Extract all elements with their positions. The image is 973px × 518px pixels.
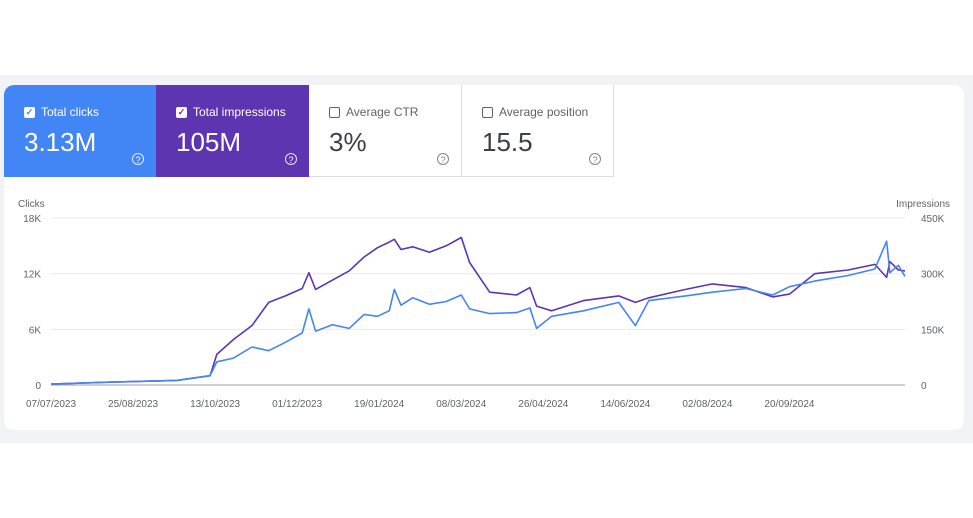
performance-section: ✓ Total clicks 3.13M ? ✓ Total impressions… <box>0 75 973 443</box>
metric-label: Total clicks <box>41 105 100 119</box>
metric-label: Average position <box>499 105 589 119</box>
help-icon[interactable]: ? <box>132 153 144 165</box>
help-icon[interactable]: ? <box>589 153 601 165</box>
y-left-tick-label: 12K <box>23 270 41 281</box>
y-right-tick-label: 150K <box>921 325 945 336</box>
metric-card-average-position[interactable]: Average position 15.5 ? <box>462 85 614 177</box>
metric-value: 105M <box>176 127 242 157</box>
x-tick-label: 08/03/2024 <box>436 399 486 410</box>
x-tick-label: 14/06/2024 <box>600 399 650 410</box>
y-right-axis-title: Impressions <box>896 199 950 210</box>
x-tick-label: 26/04/2024 <box>518 399 568 410</box>
metric-label: Average CTR <box>346 105 419 119</box>
metric-card-total-clicks[interactable]: ✓ Total clicks 3.13M ? <box>4 85 156 177</box>
x-tick-label: 20/09/2024 <box>764 399 814 410</box>
y-left-axis-title: Clicks <box>18 199 45 210</box>
performance-chart[interactable]: 0 0 6K 150K 12K 300K 18K 450K Clicks Impressions 0… <box>4 85 964 430</box>
y-left-tick-label: 6K <box>29 325 42 336</box>
checkbox-checked-icon[interactable]: ✓ <box>24 106 35 118</box>
help-icon[interactable]: ? <box>285 153 297 165</box>
series-line-clicks <box>50 240 906 385</box>
x-tick-label: 13/10/2023 <box>190 399 240 410</box>
x-tick-label: 02/08/2024 <box>682 399 732 410</box>
checkbox-checked-icon[interactable]: ✓ <box>176 106 187 118</box>
performance-panel: ✓ Total clicks 3.13M ? ✓ Total impressions… <box>4 85 964 430</box>
metric-value: 3% <box>329 127 367 157</box>
y-left-tick-label: 0 <box>35 381 41 392</box>
metric-card-total-impressions[interactable]: ✓ Total impressions 105M ? <box>156 85 309 177</box>
help-icon[interactable]: ? <box>437 153 449 165</box>
series-line-impressions <box>50 236 906 385</box>
metric-value: 3.13M <box>24 127 97 157</box>
x-tick-label: 07/07/2023 <box>26 399 76 410</box>
y-right-tick-label: 0 <box>921 381 927 392</box>
y-right-tick-label: 300K <box>921 270 945 281</box>
y-right-tick-label: 450K <box>921 214 945 225</box>
metric-card-average-ctr[interactable]: Average CTR 3% ? <box>309 85 462 177</box>
y-left-tick-label: 18K <box>23 214 41 225</box>
x-tick-label: 25/08/2023 <box>108 399 158 410</box>
x-tick-label: 19/01/2024 <box>354 399 404 410</box>
checkbox-unchecked-icon[interactable] <box>329 106 340 118</box>
metric-label: Total impressions <box>193 105 286 119</box>
x-tick-label: 01/12/2023 <box>272 399 322 410</box>
metric-value: 15.5 <box>482 127 533 157</box>
checkbox-unchecked-icon[interactable] <box>482 106 493 118</box>
